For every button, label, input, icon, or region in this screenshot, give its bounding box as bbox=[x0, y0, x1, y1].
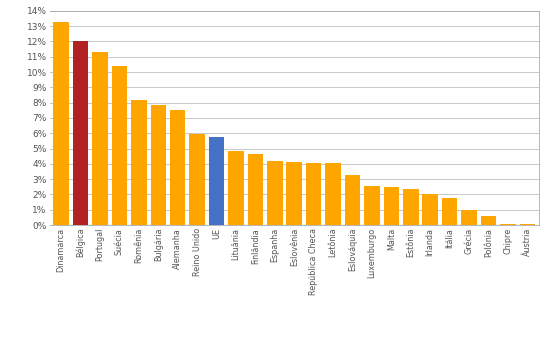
Bar bbox=[481, 216, 496, 225]
Bar bbox=[461, 210, 477, 225]
Bar bbox=[383, 187, 399, 225]
Bar bbox=[306, 163, 321, 225]
Bar bbox=[326, 163, 341, 225]
Bar bbox=[92, 52, 108, 225]
Bar bbox=[189, 134, 205, 225]
Bar bbox=[73, 41, 89, 225]
Bar bbox=[403, 189, 419, 225]
Bar bbox=[267, 161, 283, 225]
Bar bbox=[364, 186, 380, 225]
Bar bbox=[209, 137, 224, 225]
Bar bbox=[228, 151, 244, 225]
Bar bbox=[442, 198, 458, 225]
Bar bbox=[500, 224, 516, 225]
Bar bbox=[520, 224, 535, 225]
Bar bbox=[112, 66, 127, 225]
Bar bbox=[248, 154, 263, 225]
Bar bbox=[170, 110, 185, 225]
Bar bbox=[53, 22, 69, 225]
Bar bbox=[131, 101, 147, 225]
Bar bbox=[345, 175, 360, 225]
Bar bbox=[287, 162, 302, 225]
Bar bbox=[422, 194, 438, 225]
Bar bbox=[151, 105, 166, 225]
